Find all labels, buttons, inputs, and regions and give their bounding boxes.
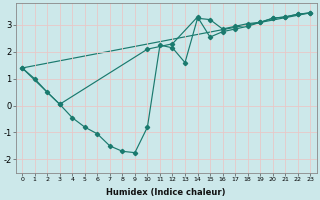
X-axis label: Humidex (Indice chaleur): Humidex (Indice chaleur)	[107, 188, 226, 197]
